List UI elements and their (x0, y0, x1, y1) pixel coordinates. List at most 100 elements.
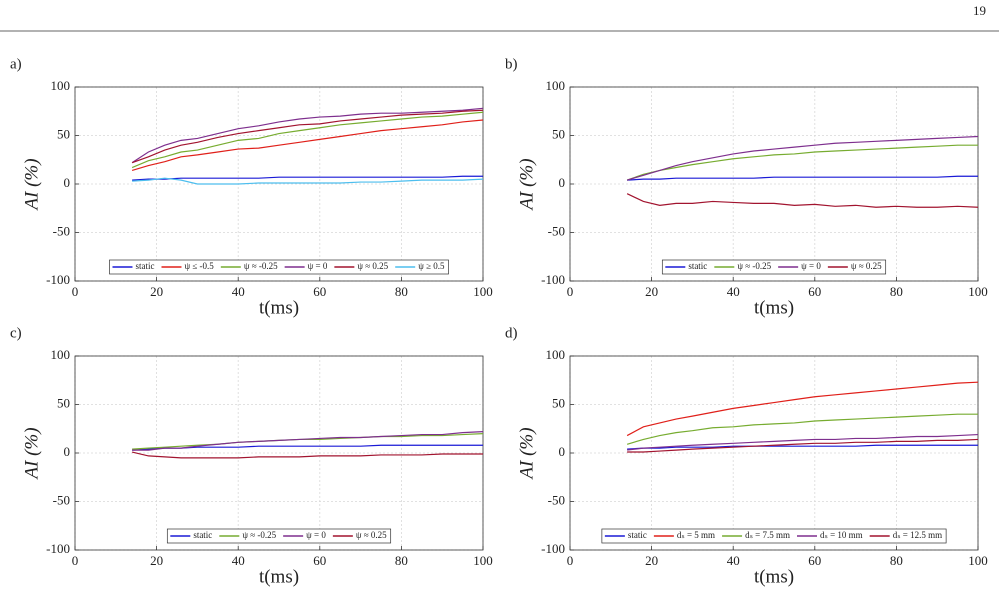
y-tick-label: -100 (46, 272, 70, 287)
y-axis-label: AI (%) (516, 158, 537, 211)
x-tick-label: 60 (808, 284, 821, 299)
x-tick-label: 60 (313, 553, 326, 568)
x-tick-label: 80 (395, 553, 408, 568)
x-tick-label: 60 (808, 553, 821, 568)
y-tick-label: -50 (53, 223, 70, 238)
y-tick-label: -50 (548, 492, 565, 507)
x-tick-label: 100 (473, 284, 493, 299)
data-line (627, 438, 979, 453)
y-axis-label: AI (%) (21, 427, 42, 480)
panel-label: a) (10, 56, 22, 72)
legend-label: ψ ≥ 0.5 (418, 261, 445, 271)
legend-label: dₛ = 10 mm (820, 530, 863, 540)
legend-frame (166, 528, 392, 544)
x-tick-label: 0 (567, 284, 574, 299)
data-line (626, 413, 978, 445)
x-tick-label: 100 (473, 553, 493, 568)
x-tick-label: 80 (890, 284, 903, 299)
legend-label: ψ = 0 (306, 530, 326, 540)
legend: static ψ ≈ -0.25 ψ = 0 ψ ≈ 0.25 (166, 528, 392, 544)
data-line (627, 175, 978, 181)
x-tick-label: 0 (567, 553, 574, 568)
x-tick-label: 80 (395, 284, 408, 299)
y-tick-label: 50 (57, 395, 70, 410)
data-line (131, 119, 484, 171)
y-tick-label: 100 (51, 347, 71, 362)
data-line (626, 144, 978, 181)
data-line (132, 175, 483, 181)
legend-label: ψ ≤ -0.5 (184, 261, 214, 271)
x-axis-label: t(ms) (754, 566, 794, 587)
plot-frame (569, 86, 979, 282)
legend-label: static (688, 261, 707, 271)
y-tick-label: 100 (546, 347, 566, 362)
legend-label: ψ ≈ -0.25 (244, 261, 278, 271)
data-line (626, 193, 979, 208)
y-tick-label: -100 (46, 541, 70, 556)
panel-label: d) (505, 325, 518, 341)
legend: static ψ ≤ -0.5 ψ ≈ -0.25 ψ = 0 ψ ≈ 0.25 ψ ≥ … (109, 259, 449, 275)
data-line (627, 433, 979, 451)
y-tick-label: 0 (559, 175, 566, 190)
plot-frame (74, 86, 484, 282)
legend-frame (601, 528, 947, 544)
y-tick-label: 50 (552, 395, 565, 410)
x-tick-label: 20 (645, 284, 658, 299)
panel-label: c) (10, 325, 22, 341)
x-tick-label: 40 (727, 553, 740, 568)
data-line (131, 109, 484, 164)
x-tick-label: 40 (727, 284, 740, 299)
x-tick-label: 100 (968, 553, 988, 568)
x-axis-label: t(ms) (754, 297, 794, 318)
data-line (131, 111, 484, 169)
legend-label: static (628, 530, 647, 540)
x-tick-label: 80 (890, 553, 903, 568)
data-line (626, 381, 979, 437)
data-line (131, 451, 483, 459)
legend-label: ψ ≈ 0.25 (356, 530, 387, 540)
legend-label: ψ ≈ 0.25 (357, 261, 388, 271)
legend-label: ψ = 0 (308, 261, 328, 271)
legend-label: ψ ≈ -0.25 (737, 261, 771, 271)
y-tick-label: -100 (541, 272, 565, 287)
y-tick-label: 50 (552, 126, 565, 141)
x-tick-label: 0 (72, 284, 79, 299)
legend-label: dₛ = 12.5 mm (893, 530, 942, 540)
x-tick-label: 40 (232, 553, 245, 568)
plot-frame (569, 355, 979, 551)
x-tick-label: 0 (72, 553, 79, 568)
x-tick-label: 20 (150, 553, 163, 568)
legend: static ψ ≈ -0.25 ψ = 0 ψ ≈ 0.25 (661, 259, 887, 275)
y-tick-label: 50 (57, 126, 70, 141)
x-tick-label: 60 (313, 284, 326, 299)
legend-label: static (193, 530, 212, 540)
legend: static dₛ = 5 mm dₛ = 7.5 mm dₛ = 10 mm dₛ =… (601, 528, 947, 544)
x-axis-label: t(ms) (259, 297, 299, 318)
y-tick-label: -50 (548, 223, 565, 238)
y-tick-label: 100 (546, 78, 566, 93)
x-tick-label: 100 (968, 284, 988, 299)
x-tick-label: 20 (150, 284, 163, 299)
x-axis-label: t(ms) (259, 566, 299, 587)
data-line (132, 431, 484, 451)
y-tick-label: 100 (51, 78, 71, 93)
legend-label: ψ = 0 (801, 261, 821, 271)
y-tick-label: -100 (541, 541, 565, 556)
data-line (627, 444, 978, 450)
y-axis-label: AI (%) (516, 427, 537, 480)
x-tick-label: 40 (232, 284, 245, 299)
legend-label: ψ ≈ -0.25 (242, 530, 276, 540)
legend-label: dₛ = 5 mm (677, 530, 715, 540)
plot-frame (74, 355, 484, 551)
y-tick-label: -50 (53, 492, 70, 507)
x-tick-label: 20 (645, 553, 658, 568)
legend-label: static (135, 261, 154, 271)
data-line (626, 135, 979, 181)
y-tick-label: 0 (64, 175, 71, 190)
y-tick-label: 0 (64, 444, 71, 459)
y-axis-label: AI (%) (21, 158, 42, 211)
y-tick-label: 0 (559, 444, 566, 459)
legend-frame (109, 259, 449, 275)
data-line (132, 177, 484, 185)
